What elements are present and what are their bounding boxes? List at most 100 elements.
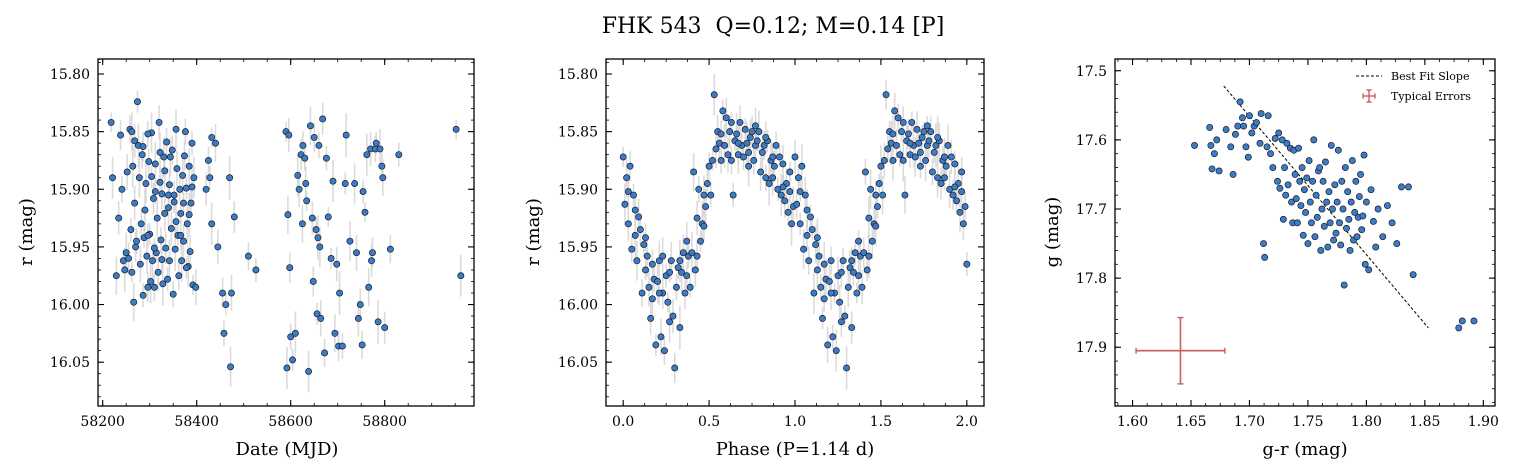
data-point	[379, 174, 387, 182]
data-point	[1303, 174, 1311, 182]
data-point	[824, 341, 832, 349]
data-point	[138, 151, 146, 159]
data-point	[925, 137, 933, 145]
data-point	[796, 220, 804, 228]
data-point	[951, 183, 959, 191]
data-point	[365, 283, 373, 291]
data-point	[336, 289, 344, 297]
x-tick-label: 1.85	[1409, 414, 1440, 430]
data-point	[1317, 247, 1325, 254]
data-point	[158, 190, 166, 198]
data-point	[136, 260, 144, 268]
data-point	[817, 283, 825, 291]
data-point	[133, 237, 140, 245]
data-point	[729, 191, 737, 199]
data-point	[112, 272, 120, 280]
data-point	[131, 137, 139, 145]
data-point	[898, 128, 905, 136]
data-point	[1206, 123, 1214, 131]
data-point	[733, 130, 741, 138]
data-point	[1291, 170, 1299, 178]
data-point	[1264, 112, 1272, 120]
data-point	[1388, 219, 1396, 227]
data-point	[109, 174, 117, 182]
data-point	[660, 347, 668, 355]
data-point	[786, 168, 794, 176]
data-point	[916, 162, 924, 170]
data-point	[899, 118, 907, 126]
data-point	[861, 168, 869, 176]
data-point	[295, 185, 303, 193]
data-point	[899, 156, 907, 164]
data-point	[457, 272, 465, 280]
data-point	[166, 153, 174, 161]
legend-typical-errors-swatch	[1362, 89, 1376, 103]
data-point	[1344, 188, 1352, 196]
data-point	[338, 342, 346, 350]
data-point	[666, 268, 674, 276]
data-point	[772, 142, 780, 149]
phase-curve-ylabel: r (mag)	[523, 198, 544, 266]
data-point	[638, 289, 646, 297]
data-point	[1278, 136, 1286, 144]
data-point	[1227, 143, 1235, 151]
data-point	[125, 254, 133, 262]
data-point	[765, 180, 773, 187]
data-point	[648, 260, 656, 268]
data-point	[1358, 226, 1366, 234]
data-point	[372, 139, 380, 147]
data-point	[1355, 193, 1363, 201]
data-point	[848, 257, 856, 265]
data-point	[655, 289, 663, 297]
data-point	[892, 142, 900, 149]
data-point	[1326, 219, 1334, 227]
data-point	[916, 148, 924, 156]
data-point	[175, 272, 183, 280]
data-point	[305, 367, 313, 375]
data-point	[1311, 233, 1319, 241]
data-point	[142, 180, 150, 187]
data-point	[676, 257, 684, 265]
data-point	[131, 199, 139, 207]
data-point	[128, 268, 136, 276]
x-tick-label: 0.0	[612, 414, 634, 430]
data-point	[927, 128, 935, 136]
x-tick-label: 58200	[80, 414, 125, 430]
data-point	[356, 301, 364, 309]
data-point	[700, 222, 708, 230]
data-point	[849, 268, 857, 276]
data-point	[1299, 231, 1307, 239]
data-point	[1274, 177, 1281, 185]
data-point	[128, 128, 136, 136]
data-point	[894, 114, 902, 122]
data-point	[1210, 150, 1218, 158]
data-point	[1279, 215, 1287, 223]
data-point	[717, 156, 725, 164]
data-point	[144, 231, 152, 239]
data-point	[753, 137, 761, 145]
data-point	[289, 356, 297, 364]
phase-curve-panel: Phase (P=1.14 d) r (mag) 0.0 0.5 1.0 1.5 2.0…	[523, 58, 985, 460]
data-point	[353, 249, 360, 257]
data-point	[710, 91, 718, 99]
data-point	[769, 174, 777, 182]
data-point	[930, 148, 938, 156]
data-point	[1343, 224, 1350, 232]
data-point	[1357, 170, 1364, 178]
data-point	[855, 272, 863, 280]
data-point	[208, 133, 216, 141]
light-curve-panel: Date (MJD) r (mag) 58200 58400 58600 58800 1…	[16, 58, 475, 460]
data-point	[1293, 219, 1301, 227]
data-point	[820, 295, 828, 303]
data-point	[1244, 153, 1252, 161]
data-point	[721, 142, 729, 149]
data-point	[169, 290, 177, 298]
data-point	[182, 184, 190, 192]
data-point	[693, 252, 701, 260]
data-point	[315, 142, 323, 149]
data-point	[1409, 271, 1417, 279]
plot-frame	[605, 58, 985, 407]
data-point	[1367, 186, 1375, 194]
data-point	[913, 125, 921, 133]
data-point	[920, 128, 928, 136]
